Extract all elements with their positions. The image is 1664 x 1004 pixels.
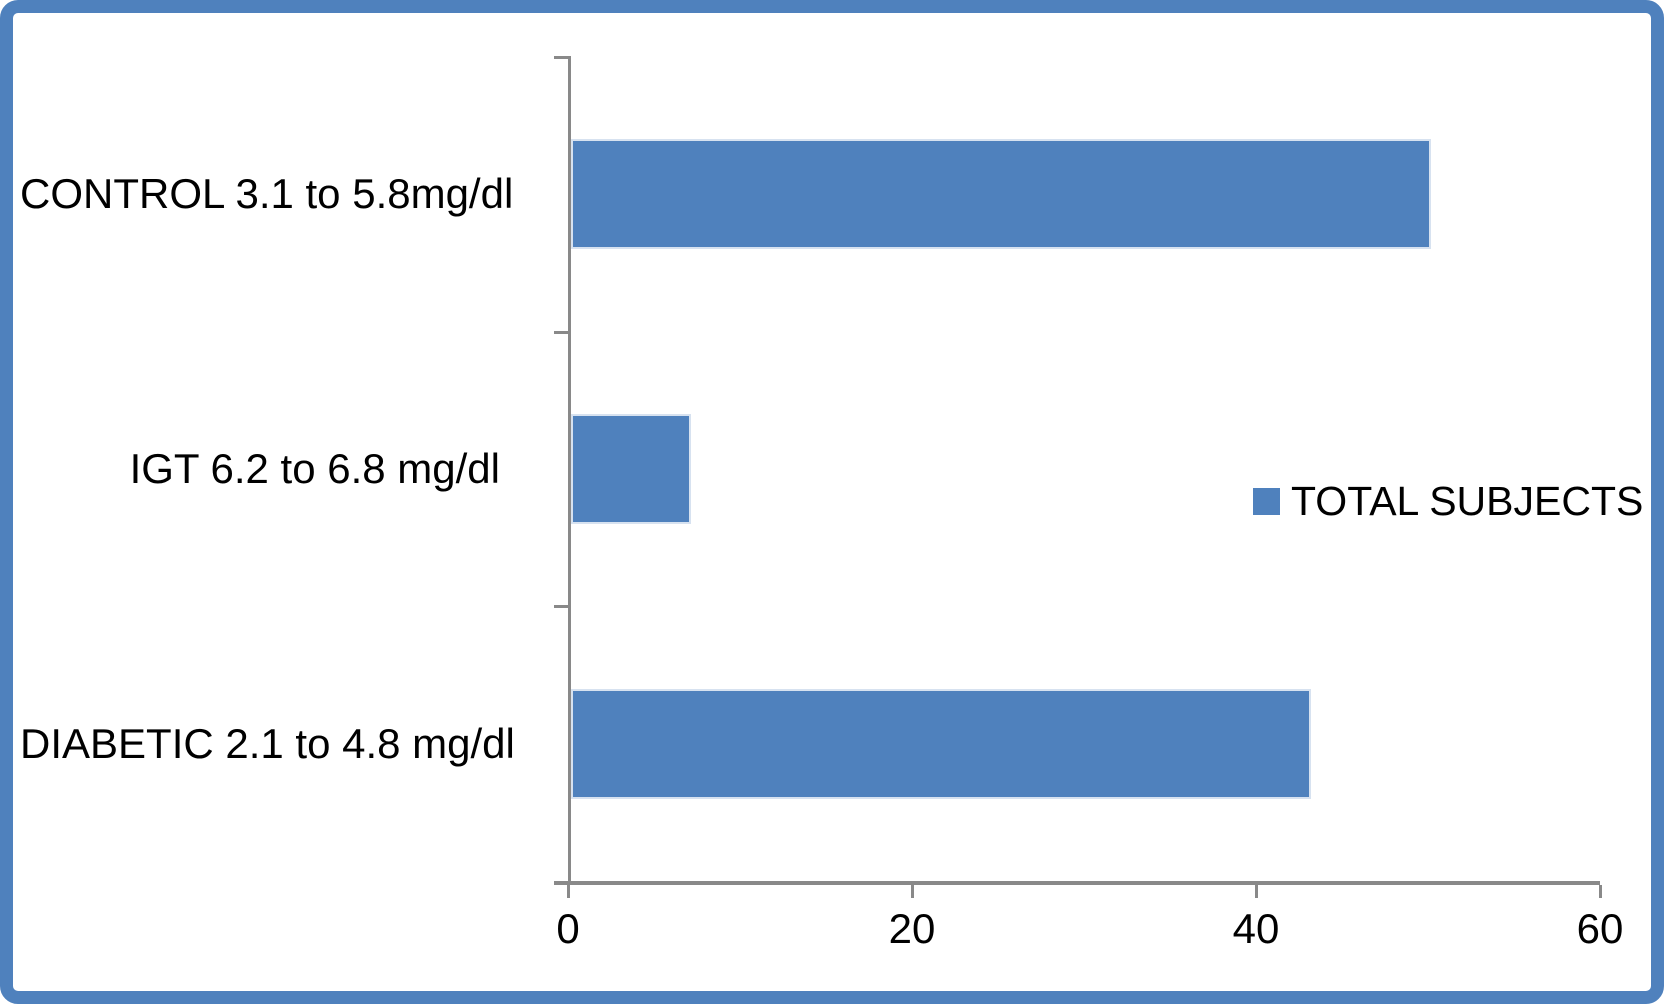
x-axis-tick-label: 20: [888, 905, 936, 952]
y-axis-line: [568, 57, 571, 881]
category-label-1: CONTROL 3.1 to 5.8mg/dl: [20, 170, 514, 218]
bar-3: [571, 688, 1311, 799]
x-axis-tick: [911, 885, 914, 898]
category-label-2: IGT 6.2 to 6.8 mg/dl: [129, 445, 500, 492]
category-boundary-tick: [554, 605, 571, 609]
x-axis-tick-label: 60: [1576, 905, 1624, 952]
category-label-3: DIABETIC 2.1 to 4.8 mg/dl: [20, 719, 515, 767]
x-axis-line: [554, 881, 1600, 885]
x-axis-tick: [1599, 885, 1602, 898]
x-axis-tick: [1255, 885, 1258, 898]
category-boundary-tick: [554, 330, 571, 334]
x-axis-tick-label: 40: [1232, 905, 1280, 952]
bar-1: [571, 139, 1431, 250]
x-axis-tick-label: 0: [556, 905, 580, 952]
bar-2: [571, 414, 692, 524]
category-boundary-tick: [554, 56, 571, 59]
legend-swatch-icon: [1253, 487, 1280, 515]
x-axis-tick: [567, 885, 570, 898]
legend-label: TOTAL SUBJECTS: [1291, 478, 1644, 524]
legend: TOTAL SUBJECTS: [1253, 475, 1643, 527]
